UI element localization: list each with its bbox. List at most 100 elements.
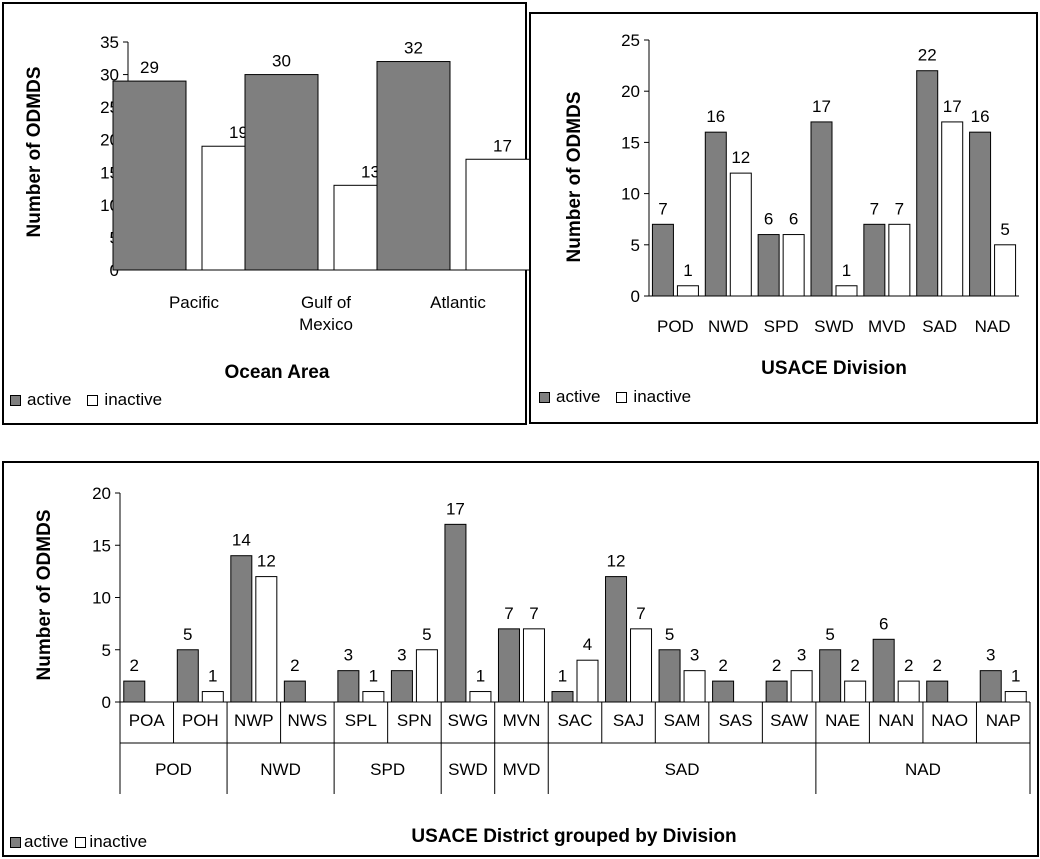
data-label-inactive: 2 [850, 656, 859, 675]
y-axis-title: Number of ODMDS [24, 67, 45, 238]
x-tick-label: SAJ [613, 711, 644, 730]
y-tick-label: 15 [621, 133, 640, 152]
x-tick-label: SPN [397, 711, 432, 730]
y-axis-title: Number of ODMDS [564, 92, 585, 263]
data-label-inactive: 19 [229, 123, 248, 142]
x-group-label: POD [155, 760, 192, 779]
bar-active [176, 649, 199, 703]
y-tick-label: 35 [100, 33, 119, 52]
bar-inactive [994, 244, 1017, 297]
legend-label-inactive: inactive [89, 832, 148, 851]
bar-inactive [469, 691, 492, 703]
x-group-label: NAD [905, 760, 941, 779]
bar-inactive [415, 649, 438, 703]
bar-inactive [255, 576, 278, 703]
data-label-active: 6 [764, 210, 773, 229]
bar-active [979, 670, 1002, 703]
x-tick-label: NAP [986, 711, 1021, 730]
bar-active [712, 680, 735, 703]
data-label-inactive: 1 [1011, 667, 1020, 686]
x-tick-label: Gulf of [301, 293, 351, 312]
bar-active [863, 223, 886, 297]
data-label-inactive: 1 [369, 667, 378, 686]
bar-active [872, 638, 895, 703]
bar-inactive [465, 158, 540, 271]
x-tick-label: SAS [719, 711, 753, 730]
bar-inactive [897, 680, 920, 703]
x-tick-label: NAE [825, 711, 860, 730]
x-tick-label: MVD [868, 317, 906, 336]
x-tick-label: Mexico [299, 315, 353, 334]
x-tick-label: SWD [814, 317, 854, 336]
chart-panel-usace-division: 0 5 10 15 20 25 7 1 POD 16 12 NWD 6 6 SPD 17 1 SWD 7 7 MVD 22… [529, 12, 1038, 424]
data-label-inactive: 12 [257, 552, 276, 571]
legend-swatch-inactive [87, 394, 99, 406]
bar-active [926, 680, 949, 703]
data-label-active: 7 [870, 199, 879, 218]
chart-panel-ocean-area: 051015202530352919Pacific3013Gulf ofMexi… [2, 2, 540, 425]
bar-inactive [782, 234, 805, 297]
bar-active [551, 691, 574, 703]
data-label-active: 3 [397, 646, 406, 665]
bar-active [230, 555, 253, 703]
x-tick-label: SAC [558, 711, 593, 730]
x-tick-label: NWD [708, 317, 749, 336]
legend-label-active: active [556, 387, 601, 406]
legend-label-inactive: inactive [633, 387, 692, 406]
x-tick-label: SPD [764, 317, 799, 336]
data-label-active: 2 [932, 656, 941, 675]
bar-active [390, 670, 413, 703]
data-label-active: 17 [812, 97, 831, 116]
legend: active inactive [10, 832, 147, 852]
x-group-label: MVD [503, 760, 541, 779]
bar-inactive [676, 285, 699, 297]
legend-swatch-active [539, 391, 550, 403]
bar-active [283, 680, 306, 703]
legend-swatch-inactive [75, 836, 87, 848]
data-label-inactive: 13 [361, 162, 380, 181]
data-label-active: 14 [232, 531, 251, 550]
data-label-active: 1 [558, 667, 567, 686]
chart-usace-district: 051015202POA51POH1412NWP2NWS31SPL35SPN17… [34, 484, 1031, 847]
bar-inactive [844, 680, 867, 703]
x-group-label: SAD [665, 760, 700, 779]
data-label-inactive: 2 [904, 656, 913, 675]
data-label-inactive: 5 [1000, 220, 1009, 239]
data-label-active: 16 [971, 107, 990, 126]
y-tick-label: 0 [102, 693, 111, 712]
bar-inactive [888, 223, 911, 297]
y-tick-label: 20 [621, 82, 640, 101]
x-tick-label: SAW [770, 711, 808, 730]
legend: active inactive [10, 390, 162, 410]
data-label-active: 12 [607, 552, 626, 571]
y-axis-title: Number of ODMDS [34, 510, 55, 681]
bar-active [819, 649, 842, 703]
bar-active [112, 80, 187, 271]
bar-active [765, 680, 788, 703]
bar-active [704, 131, 727, 297]
x-tick-label: SAM [664, 711, 701, 730]
data-label-inactive: 1 [476, 667, 485, 686]
x-tick-label: POD [657, 317, 694, 336]
data-label-inactive: 5 [422, 625, 431, 644]
data-label-active: 22 [918, 46, 937, 65]
x-axis-title: USACE Division [761, 358, 907, 379]
data-label-active: 32 [404, 39, 423, 58]
bar-active [605, 576, 628, 703]
data-label-inactive: 1 [208, 667, 217, 686]
data-label-active: 2 [130, 656, 139, 675]
x-tick-label: MVN [503, 711, 541, 730]
x-group-label: SPD [370, 760, 405, 779]
data-label-active: 7 [658, 199, 667, 218]
data-label-active: 5 [183, 625, 192, 644]
bar-active [376, 61, 451, 271]
data-label-active: 7 [504, 604, 513, 623]
data-label-inactive: 7 [529, 604, 538, 623]
legend-swatch-inactive [616, 391, 628, 403]
data-label-active: 29 [140, 58, 159, 77]
bar-active [969, 131, 992, 297]
legend: active inactive [539, 387, 691, 407]
bar-active [651, 223, 674, 297]
x-group-label: NWD [260, 760, 301, 779]
